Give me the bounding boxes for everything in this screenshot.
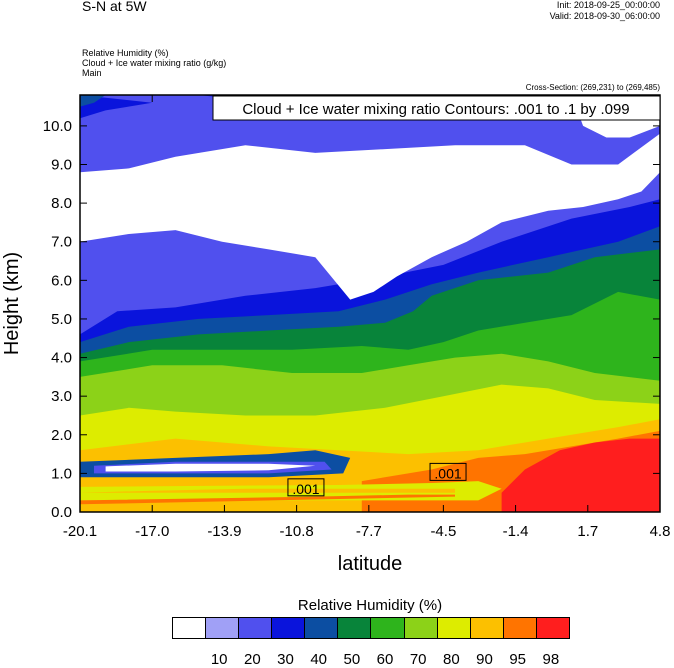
x-tick-label: -7.7: [356, 523, 382, 540]
y-tick-label: 1.0: [51, 465, 72, 482]
x-tick-label: 4.8: [650, 523, 671, 540]
y-tick-label: 9.0: [51, 157, 72, 174]
init-time: Init: 2018-09-25_00:00:00: [556, 0, 660, 10]
x-tick-label: -17.0: [135, 523, 169, 540]
x-tick-label: 1.7: [577, 523, 598, 540]
contour-label-box: [287, 478, 325, 497]
plot-frame: [79, 94, 661, 513]
y-tick-label: 10.0: [43, 118, 72, 135]
field-cloud-ice: Cloud + Ice water mixing ratio (g/kg): [82, 58, 227, 68]
legend-title: Relative Humidity (%): [297, 597, 443, 614]
rh-region-18: [80, 95, 153, 119]
valid-time: Valid: 2018-09-30_06:00:00: [549, 11, 660, 21]
rh-region-15: [105, 463, 316, 472]
contour-label-box: [429, 462, 467, 481]
color-bar-label: 30: [277, 651, 294, 668]
color-swatch: [404, 618, 438, 638]
color-bar-label: 60: [376, 651, 394, 668]
x-axis-label: latitude: [338, 553, 403, 575]
y-tick-label: 0.0: [51, 504, 72, 521]
color-swatch: [338, 618, 372, 638]
cross-section-label: Cross-Section: (269,231) to (269,485): [525, 83, 660, 92]
contour-info-text: Cloud + Ice water mixing ratio Contours:…: [242, 101, 629, 118]
color-swatch: [470, 618, 504, 638]
color-bar-label: 40: [310, 651, 327, 668]
rh-region-9: [501, 438, 660, 512]
color-swatch: [173, 618, 207, 638]
y-tick-label: 7.0: [51, 234, 72, 251]
field-rh: Relative Humidity (%): [82, 48, 169, 58]
field-main: Main: [82, 68, 102, 78]
x-tick-label: -10.8: [280, 523, 314, 540]
field-list: Relative Humidity (%) Cloud + Ice water …: [82, 48, 226, 78]
rh-region-16: [80, 133, 660, 300]
x-tick-label: -13.9: [207, 523, 241, 540]
rh-region-19: [80, 95, 106, 107]
color-bar-label: 20: [243, 651, 261, 668]
color-bar: [172, 617, 570, 639]
contour-label: .001: [292, 481, 319, 497]
contour-label: .001: [434, 465, 461, 481]
rh-field: [80, 95, 660, 512]
color-bar-label: 98: [542, 651, 560, 668]
rh-region-11: [80, 488, 455, 493]
color-bar-label: 10: [210, 651, 228, 668]
y-tick-label: 4.0: [51, 350, 72, 367]
y-tick-label: 6.0: [51, 272, 72, 289]
x-tick-label: -1.4: [503, 523, 529, 540]
color-swatch: [503, 618, 537, 638]
x-tick-label: -20.1: [63, 523, 97, 540]
y-tick-label: 3.0: [51, 388, 72, 405]
color-bar-label: 50: [343, 651, 361, 668]
rh-region-12: [80, 494, 455, 505]
color-swatch: [437, 618, 471, 638]
y-tick-label: 2.0: [51, 427, 72, 444]
timestamp-block: Init: 2018-09-25_00:00:00 Valid: 2018-09…: [550, 0, 660, 22]
color-swatch: [239, 618, 273, 638]
page-title: S-N at 5W: [82, 0, 147, 14]
color-swatch: [536, 618, 569, 638]
color-bar-label: 95: [509, 651, 526, 668]
color-swatch: [206, 618, 240, 638]
color-bar-label: 90: [476, 651, 493, 668]
x-tick-label: -4.5: [430, 523, 456, 540]
color-swatch: [272, 618, 306, 638]
y-tick-label: 5.0: [51, 311, 72, 328]
y-tick-label: 8.0: [51, 195, 72, 212]
y-axis-label: Height (km): [1, 252, 23, 355]
color-swatch: [371, 618, 405, 638]
contour-info-box: [212, 95, 661, 121]
color-bar-label: 70: [409, 651, 427, 668]
color-bar-label: 80: [442, 651, 460, 668]
color-swatch: [305, 618, 339, 638]
